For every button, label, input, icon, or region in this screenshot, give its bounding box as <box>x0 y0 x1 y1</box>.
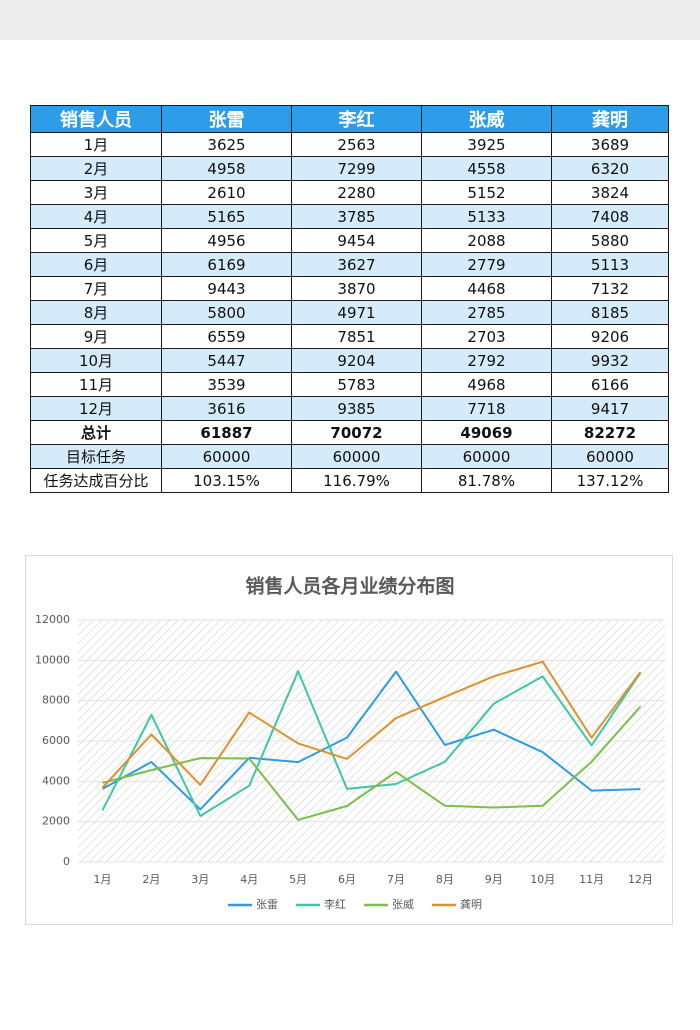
series-line <box>102 670 641 811</box>
y-tick-label: 8000 <box>42 694 70 707</box>
table-cell: 7299 <box>291 156 422 181</box>
x-tick-label: 3月 <box>191 873 209 886</box>
table-cell: 3785 <box>291 204 422 229</box>
table-cell: 12月 <box>30 396 162 421</box>
x-tick-label: 11月 <box>579 873 604 886</box>
table-cell: 5783 <box>291 372 422 397</box>
table-row: 4月 5165 3785 5133 7408 <box>30 204 669 229</box>
table-cell: 任务达成百分比 <box>30 468 162 493</box>
table-cell: 4468 <box>421 276 552 301</box>
table-cell: 3625 <box>161 132 292 157</box>
chart-title: 销售人员各月业绩分布图 <box>245 575 454 598</box>
table-cell: 11月 <box>30 372 162 397</box>
table-cell: 81.78% <box>421 468 552 493</box>
y-tick-label: 12000 <box>35 613 70 626</box>
sales-table: 销售人员 张雷 李红 张威 龚明 1月 3625 2563 3925 3689 2月 4958 7299… <box>30 105 669 493</box>
table-cell: 9454 <box>291 228 422 253</box>
table-cell: 9月 <box>30 324 162 349</box>
x-tick-label: 6月 <box>338 873 356 886</box>
legend-label: 张威 <box>392 898 414 911</box>
table-cell: 9206 <box>551 324 669 349</box>
x-tick-label: 10月 <box>530 873 555 886</box>
x-tick-label: 4月 <box>240 873 258 886</box>
table-cell: 2779 <box>421 252 552 277</box>
x-tick-label: 12月 <box>628 873 653 886</box>
table-cell: 2月 <box>30 156 162 181</box>
table-cell: 3689 <box>551 132 669 157</box>
table-cell: 李红 <box>291 105 422 133</box>
table-cell: 103.15% <box>161 468 292 493</box>
table-row: 2月 4958 7299 4558 6320 <box>30 156 669 181</box>
table-row: 12月 3616 9385 7718 9417 <box>30 396 669 421</box>
table-cell: 龚明 <box>551 105 669 133</box>
x-tick-label: 5月 <box>289 873 307 886</box>
x-tick-label: 8月 <box>436 873 454 886</box>
table-cell: 60000 <box>421 444 552 469</box>
x-tick-label: 7月 <box>387 873 405 886</box>
table-cell: 5133 <box>421 204 552 229</box>
table-cell: 张雷 <box>161 105 292 133</box>
table-row: 1月 3625 2563 3925 3689 <box>30 132 669 157</box>
table-cell: 7408 <box>551 204 669 229</box>
table-cell: 9385 <box>291 396 422 421</box>
table-cell: 60000 <box>291 444 422 469</box>
table-cell: 销售人员 <box>30 105 162 133</box>
table-cell: 7718 <box>421 396 552 421</box>
table-cell: 8月 <box>30 300 162 325</box>
table-cell: 4958 <box>161 156 292 181</box>
table-cell: 2280 <box>291 180 422 205</box>
table-cell: 137.12% <box>551 468 669 493</box>
table-row: 6月 6169 3627 2779 5113 <box>30 252 669 277</box>
table-cell: 6320 <box>551 156 669 181</box>
y-tick-label: 6000 <box>42 734 70 747</box>
x-tick-label: 2月 <box>142 873 160 886</box>
table-row: 11月 3539 5783 4968 6166 <box>30 372 669 397</box>
table-row: 8月 5800 4971 2785 8185 <box>30 300 669 325</box>
legend-label: 龚明 <box>460 897 482 911</box>
table-cell: 2792 <box>421 348 552 373</box>
table-row: 任务达成百分比 103.15% 116.79% 81.78% 137.12% <box>30 468 669 493</box>
table-cell: 49069 <box>421 420 552 445</box>
table-cell: 4971 <box>291 300 422 325</box>
series-line <box>101 660 642 789</box>
y-tick-label: 0 <box>63 855 70 868</box>
table-cell: 9204 <box>291 348 422 373</box>
table-cell: 1月 <box>30 132 162 157</box>
table-cell: 6月 <box>30 252 162 277</box>
table-cell: 3539 <box>161 372 292 397</box>
table-cell: 7851 <box>291 324 422 349</box>
x-tick-label: 1月 <box>93 873 111 886</box>
table-cell: 5880 <box>551 228 669 253</box>
table-cell: 116.79% <box>291 468 422 493</box>
table-cell: 3616 <box>161 396 292 421</box>
y-tick-label: 2000 <box>42 815 70 828</box>
table-cell: 4月 <box>30 204 162 229</box>
series-line <box>101 670 642 817</box>
table-row: 销售人员 张雷 李红 张威 龚明 <box>30 105 669 133</box>
table-cell: 5113 <box>551 252 669 277</box>
table-cell: 70072 <box>291 420 422 445</box>
table-cell: 2785 <box>421 300 552 325</box>
table-cell: 2610 <box>161 180 292 205</box>
table-cell: 60000 <box>551 444 669 469</box>
table-cell: 2563 <box>291 132 422 157</box>
y-tick-label: 4000 <box>42 774 70 787</box>
table-cell: 5800 <box>161 300 292 325</box>
top-band <box>0 0 700 40</box>
series-line <box>102 705 642 821</box>
legend-label: 李红 <box>324 897 346 911</box>
table-cell: 3870 <box>291 276 422 301</box>
table-cell: 张威 <box>421 105 552 133</box>
legend-label: 张雷 <box>256 898 278 911</box>
table-cell: 4968 <box>421 372 552 397</box>
y-tick-label: 10000 <box>35 653 70 666</box>
table-row: 总计 61887 70072 49069 82272 <box>30 420 669 445</box>
table-cell: 5165 <box>161 204 292 229</box>
table-cell: 3925 <box>421 132 552 157</box>
x-tick-label: 9月 <box>485 873 503 886</box>
